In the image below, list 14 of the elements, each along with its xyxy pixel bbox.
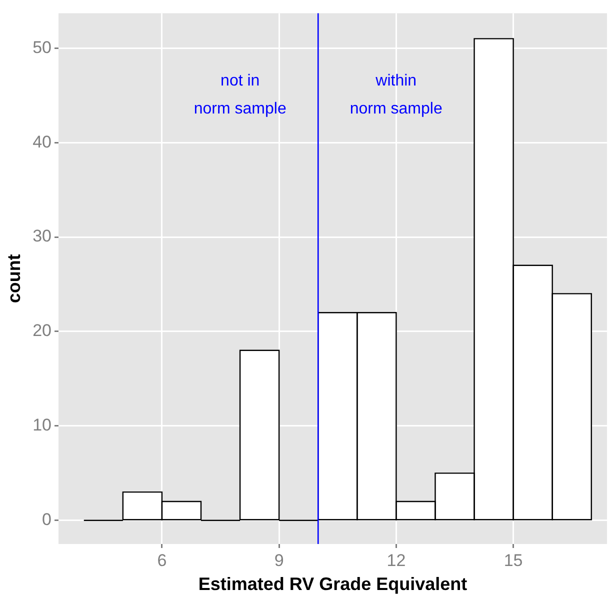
x-tick-label: 12 (386, 550, 406, 570)
y-tick-label: 10 (32, 416, 52, 435)
y-tick-label: 40 (32, 132, 52, 152)
x-tick-label: 9 (274, 550, 284, 570)
y-tick-label: 0 (42, 510, 52, 530)
y-tick-label: 50 (32, 38, 52, 57)
y-tick-label: 30 (32, 226, 52, 246)
annotation: within norm sample (350, 72, 442, 118)
x-tick-label: 15 (504, 550, 523, 570)
y-axis-title: count (4, 254, 24, 304)
annotation: not in norm sample (194, 72, 286, 118)
x-tick-label: 6 (157, 550, 167, 570)
x-axis-title: Estimated RV Grade Equivalent (198, 574, 468, 594)
y-tick-label: 20 (32, 321, 52, 340)
